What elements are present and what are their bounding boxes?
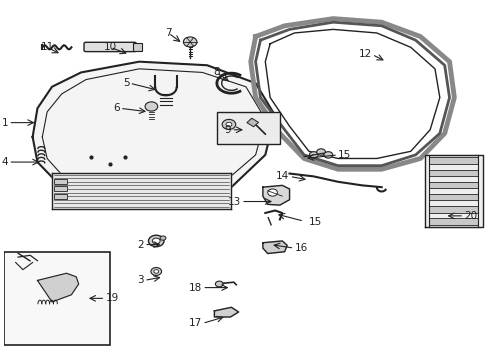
Circle shape (222, 120, 235, 130)
Circle shape (160, 236, 165, 240)
Bar (428, 219, 477, 225)
Bar (3, 252, 110, 345)
Circle shape (225, 122, 231, 127)
Circle shape (183, 37, 197, 47)
FancyBboxPatch shape (84, 42, 136, 51)
Bar (428, 170, 477, 176)
Bar (133, 43, 142, 51)
Circle shape (148, 235, 163, 247)
Polygon shape (33, 62, 274, 209)
Text: 2: 2 (137, 239, 144, 249)
Bar (216, 112, 279, 144)
Text: 17: 17 (189, 319, 202, 328)
Circle shape (324, 152, 332, 158)
Polygon shape (52, 173, 231, 209)
Text: 10: 10 (103, 42, 117, 52)
Text: 9: 9 (224, 125, 231, 135)
Text: 7: 7 (165, 28, 171, 38)
Text: 14: 14 (276, 171, 289, 181)
Bar (428, 206, 477, 213)
Text: 16: 16 (294, 243, 307, 253)
Circle shape (154, 270, 158, 273)
Polygon shape (38, 273, 79, 302)
Text: 1: 1 (2, 118, 8, 128)
Text: 6: 6 (113, 103, 120, 113)
Polygon shape (263, 185, 289, 205)
Bar (428, 194, 477, 201)
Text: 18: 18 (189, 283, 202, 293)
Text: 4: 4 (2, 157, 8, 167)
Bar (246, 118, 258, 127)
Text: 13: 13 (227, 197, 241, 207)
Circle shape (267, 189, 277, 196)
Polygon shape (263, 241, 286, 253)
Text: 15: 15 (337, 150, 350, 160)
Text: 8: 8 (213, 67, 220, 77)
Polygon shape (425, 155, 483, 226)
Text: 20: 20 (463, 211, 476, 221)
Bar (428, 182, 477, 188)
Circle shape (152, 238, 160, 244)
Bar (54, 179, 66, 184)
Polygon shape (214, 307, 238, 317)
Bar (54, 186, 66, 192)
Circle shape (145, 102, 157, 111)
Text: 5: 5 (122, 78, 129, 88)
Text: 11: 11 (41, 42, 54, 52)
Bar (428, 157, 477, 164)
Circle shape (316, 149, 325, 155)
Circle shape (151, 267, 161, 275)
Text: 3: 3 (137, 275, 144, 285)
Text: 19: 19 (105, 293, 119, 303)
Bar (54, 194, 66, 199)
Text: 12: 12 (358, 49, 371, 59)
Circle shape (309, 152, 318, 158)
Text: 15: 15 (308, 217, 322, 227)
Circle shape (215, 281, 223, 287)
